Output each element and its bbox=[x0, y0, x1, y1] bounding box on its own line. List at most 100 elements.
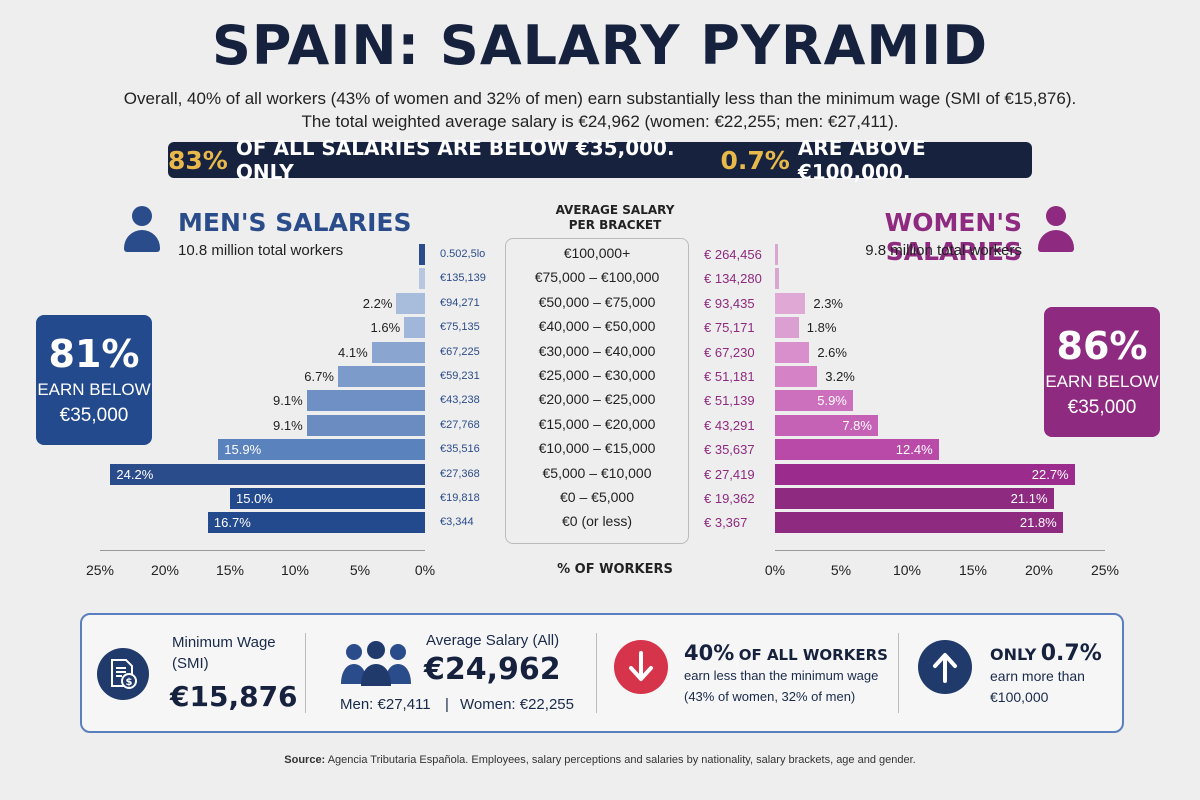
women-callout-line-2: €35,000 bbox=[1067, 397, 1137, 418]
men-axis-tick: 15% bbox=[215, 562, 245, 578]
women-axis-tick: 20% bbox=[1024, 562, 1054, 578]
women-axis-tick: 5% bbox=[830, 562, 852, 578]
workers-axis-label: % OF WORKERS bbox=[557, 562, 673, 577]
banner-text-1: OF ALL SALARIES ARE BELOW €35,000. ONLY bbox=[235, 136, 675, 184]
men-bar bbox=[306, 390, 425, 412]
workers-below-min-heading: 40% OF ALL WORKERS bbox=[684, 641, 888, 665]
men-bar bbox=[207, 512, 425, 534]
men-bar bbox=[418, 268, 425, 290]
men-avg-salary: €67,225 bbox=[440, 345, 480, 358]
men-pct-label: 15.0% bbox=[236, 491, 273, 506]
women-pct-label: 12.4% bbox=[895, 442, 933, 458]
men-callout-line-1: EARN BELOW bbox=[37, 380, 151, 399]
women-axis-tick: 25% bbox=[1090, 562, 1120, 578]
workers-below-min-pct: 40% bbox=[684, 641, 735, 665]
men-total-workers: 10.8 million total workers bbox=[178, 242, 344, 259]
women-axis-line bbox=[775, 550, 1105, 551]
bracket-label: €40,000 – €50,000 bbox=[538, 318, 656, 335]
women-pct-label: 2.6% bbox=[817, 344, 847, 360]
women-salaries-title: WOMEN'S SALARIES bbox=[884, 208, 1022, 266]
women-pct-label: 21.8% bbox=[1019, 515, 1057, 531]
women-below-35k-callout: 86% EARN BELOW €35,000 bbox=[1044, 307, 1160, 437]
only-above-100k-heading: ONLY 0.7% bbox=[990, 641, 1102, 666]
men-bar bbox=[396, 292, 425, 314]
women-bar bbox=[775, 463, 1075, 485]
male-person-icon bbox=[122, 206, 162, 256]
men-bar bbox=[371, 341, 425, 363]
avg-salary-men: Men: €27,411 bbox=[340, 696, 431, 713]
women-pct-label: 21.1% bbox=[1010, 491, 1048, 506]
bracket-label: €15,000 – €20,000 bbox=[538, 415, 656, 432]
avg-salary-label: Average Salary (All) bbox=[426, 632, 560, 649]
men-avg-salary: €19,818 bbox=[440, 492, 480, 504]
bracket-label: €30,000 – €40,000 bbox=[538, 342, 656, 359]
women-avg-salary: € 27,419 bbox=[704, 466, 755, 482]
women-pct-label: 5.9% bbox=[817, 393, 847, 409]
avg-salary-value: €24,962 bbox=[424, 652, 561, 687]
only-above-100k-label: ONLY bbox=[990, 645, 1037, 664]
workers-below-min-title: OF ALL WORKERS bbox=[738, 646, 888, 664]
bracket-label: €5,000 – €10,000 bbox=[542, 464, 652, 481]
women-bar bbox=[775, 414, 878, 436]
women-axis-tick: 0% bbox=[764, 562, 786, 578]
men-avg-salary: 0.502,5lo bbox=[440, 248, 486, 260]
women-avg-salary: € 43,291 bbox=[704, 417, 755, 433]
men-pct-label: 6.7% bbox=[304, 369, 334, 384]
men-avg-salary: €75,135 bbox=[440, 321, 480, 334]
document-dollar-icon: $ bbox=[97, 648, 149, 700]
page-title: SPAIN: SALARY PYRAMID bbox=[211, 14, 989, 77]
bracket-label: €10,000 – €15,000 bbox=[538, 440, 656, 457]
women-bar bbox=[775, 244, 778, 265]
summary-divider-1 bbox=[305, 633, 306, 713]
arrow-down-icon bbox=[614, 640, 668, 694]
average-salary-header: AVERAGE SALARY PER BRACKET bbox=[540, 203, 690, 233]
women-avg-salary: € 19,362 bbox=[704, 491, 755, 506]
bracket-list-box bbox=[505, 238, 689, 544]
women-bar bbox=[775, 292, 806, 314]
average-salary-header-line-2: PER BRACKET bbox=[568, 218, 662, 232]
bracket-label: €25,000 – €30,000 bbox=[538, 367, 656, 383]
men-avg-salary: €135,139 bbox=[440, 272, 486, 285]
men-bar bbox=[404, 317, 425, 339]
workers-below-min-line-1: earn less than the minimum wage bbox=[684, 668, 879, 683]
women-bar bbox=[775, 512, 1063, 534]
women-callout-line-1: EARN BELOW bbox=[1045, 372, 1159, 391]
men-callout-line-2: €35,000 bbox=[59, 405, 129, 426]
men-pct-label: 1.6% bbox=[370, 320, 401, 336]
men-bar bbox=[418, 244, 425, 265]
women-callout-pct: 86% bbox=[1056, 324, 1148, 368]
men-avg-salary: €35,516 bbox=[440, 443, 480, 456]
men-pct-label: 2.2% bbox=[362, 295, 393, 311]
men-avg-salary: €94,271 bbox=[440, 296, 480, 309]
avg-salary-separator: | bbox=[445, 696, 449, 713]
men-avg-salary: €3,344 bbox=[440, 516, 474, 529]
men-bar bbox=[230, 488, 425, 509]
bracket-label: €100,000+ bbox=[563, 245, 631, 261]
men-pct-label: 15.9% bbox=[224, 442, 262, 458]
source-note: Source: Agencia Tributaria Española. Emp… bbox=[0, 754, 1200, 766]
women-total-workers: 9.8 million total workers bbox=[865, 242, 1022, 259]
men-bar bbox=[110, 463, 425, 485]
men-pct-label: 9.1% bbox=[273, 417, 303, 433]
only-above-100k-line-2: €100,000 bbox=[990, 689, 1049, 705]
men-avg-salary: €59,231 bbox=[440, 370, 480, 382]
women-bar bbox=[775, 439, 939, 461]
bracket-label: €20,000 – €25,000 bbox=[538, 391, 656, 408]
summary-divider-3 bbox=[898, 633, 899, 713]
women-pct-label: 2.3% bbox=[813, 295, 843, 311]
svg-text:$: $ bbox=[126, 677, 133, 688]
men-axis-tick: 5% bbox=[349, 562, 371, 578]
men-callout-pct: 81% bbox=[48, 332, 140, 376]
women-bar bbox=[775, 488, 1054, 509]
men-bar bbox=[337, 366, 425, 387]
banner-pct-1: 83% bbox=[168, 145, 228, 175]
avg-salary-women: Women: €22,255 bbox=[460, 696, 574, 713]
banner-pct-2: 0.7% bbox=[720, 145, 790, 175]
only-above-100k-pct: 0.7% bbox=[1040, 641, 1102, 666]
men-axis-line bbox=[100, 550, 425, 551]
arrow-up-icon bbox=[918, 640, 972, 694]
source-label: Source: bbox=[284, 754, 326, 766]
only-above-100k-line-1: earn more than bbox=[990, 668, 1085, 684]
women-bar bbox=[775, 390, 853, 412]
min-wage-label-1: Minimum Wage bbox=[172, 634, 276, 651]
